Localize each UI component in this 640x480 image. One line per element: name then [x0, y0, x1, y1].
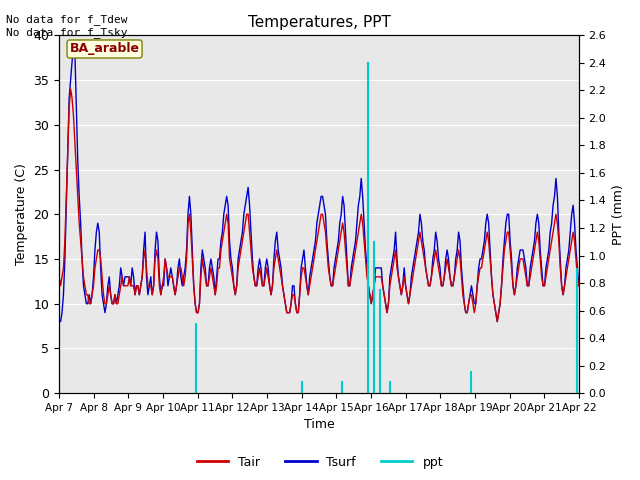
Y-axis label: PPT (mm): PPT (mm)	[612, 184, 625, 245]
Text: BA_arable: BA_arable	[70, 43, 140, 56]
Title: Temperatures, PPT: Temperatures, PPT	[248, 15, 390, 30]
Text: No data for f_Tdew
No data for f_Tsky: No data for f_Tdew No data for f_Tsky	[6, 14, 128, 38]
Y-axis label: Temperature (C): Temperature (C)	[15, 163, 28, 265]
X-axis label: Time: Time	[303, 419, 334, 432]
Legend: Tair, Tsurf, ppt: Tair, Tsurf, ppt	[192, 451, 448, 474]
